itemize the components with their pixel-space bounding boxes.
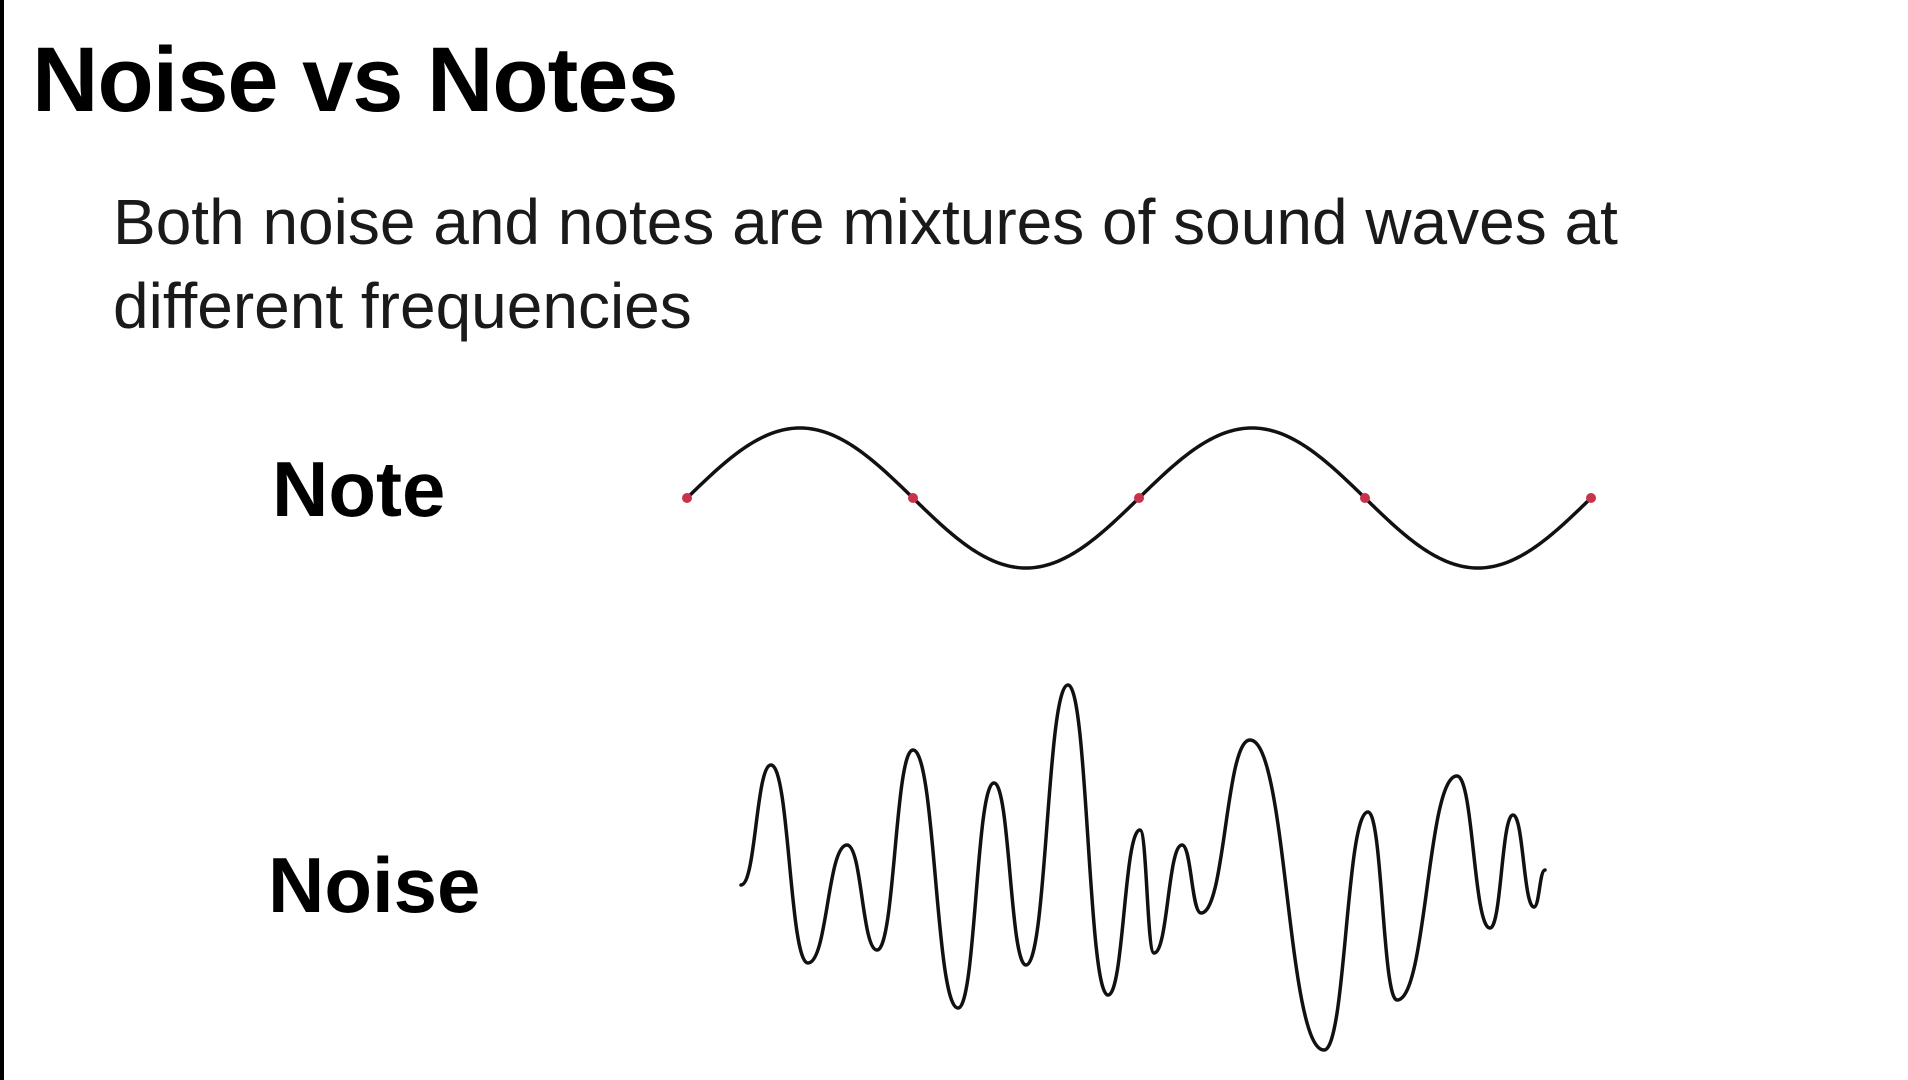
note-crossing-dot (908, 493, 918, 503)
noise-label: Noise (268, 841, 481, 929)
note-wave (682, 426, 1596, 570)
slide-title: Noise vs Notes (32, 29, 679, 131)
slide-text: Both noise and notes are mixtures of sou… (113, 186, 1618, 342)
note-crossing-dot (682, 493, 692, 503)
note-crossing-dot (1360, 493, 1370, 503)
note-crossing-dot (1134, 493, 1144, 503)
left-border (0, 0, 4, 1080)
note-crossing-markers (682, 493, 1596, 503)
noise-wave (739, 683, 1547, 1052)
noise-wave-line (739, 683, 1547, 1052)
note-crossing-dot (1586, 493, 1596, 503)
note-label: Note (272, 445, 446, 533)
